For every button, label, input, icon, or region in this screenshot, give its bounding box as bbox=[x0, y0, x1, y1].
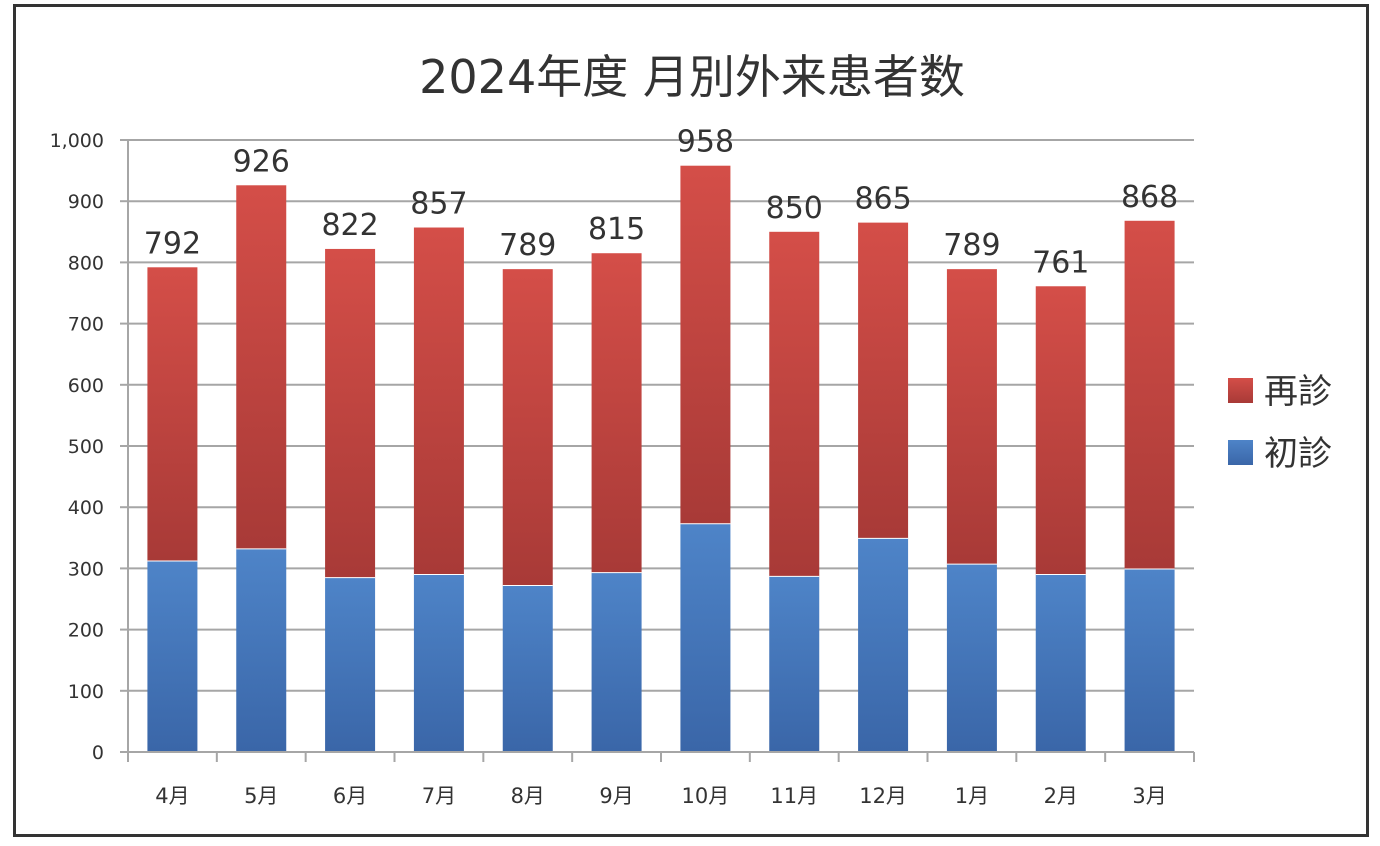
bar-shoshin-2 bbox=[236, 548, 287, 752]
bars-layer bbox=[147, 165, 1175, 752]
y-tick-label: 400 bbox=[68, 497, 104, 519]
total-label: 865 bbox=[854, 182, 911, 217]
total-label: 868 bbox=[1121, 180, 1178, 215]
bar-shoshin-9 bbox=[858, 538, 909, 752]
x-tick-label: 2月 bbox=[1044, 784, 1078, 808]
bar-saishin-11 bbox=[1035, 286, 1086, 575]
total-label: 822 bbox=[321, 208, 378, 243]
x-tick-label: 12月 bbox=[859, 784, 907, 808]
x-tick-label: 10月 bbox=[682, 784, 730, 808]
x-tick-label: 3月 bbox=[1132, 784, 1166, 808]
bar-shoshin-6 bbox=[591, 572, 642, 752]
x-tick-label: 9月 bbox=[599, 784, 633, 808]
bar-shoshin-10 bbox=[946, 564, 997, 752]
bar-shoshin-12 bbox=[1124, 569, 1175, 752]
y-tick-label: 800 bbox=[68, 252, 104, 274]
y-tick-label: 300 bbox=[68, 558, 104, 580]
legend-label: 初診 bbox=[1264, 434, 1332, 474]
y-tick-label: 1,000 bbox=[50, 130, 104, 152]
legend-swatch bbox=[1228, 378, 1253, 403]
y-tick-label: 500 bbox=[68, 436, 104, 458]
bar-shoshin-5 bbox=[502, 585, 553, 752]
bar-saishin-10 bbox=[946, 269, 997, 565]
bar-shoshin-4 bbox=[413, 574, 464, 752]
bar-shoshin-3 bbox=[325, 577, 376, 752]
bar-saishin-12 bbox=[1124, 220, 1175, 570]
y-tick-label: 100 bbox=[68, 681, 104, 703]
total-label: 958 bbox=[677, 125, 734, 160]
total-label: 789 bbox=[499, 228, 556, 263]
y-tick-label: 0 bbox=[92, 742, 104, 764]
bar-saishin-7 bbox=[680, 165, 731, 524]
y-tick-label: 600 bbox=[68, 375, 104, 397]
labels-layer: 792 4月 926 5月 822 6月 857 7月 789 8月 815 9月 958 10月 850 1… bbox=[144, 125, 1178, 808]
total-label: 789 bbox=[943, 228, 1000, 263]
x-tick-label: 1月 bbox=[955, 784, 989, 808]
bar-shoshin-7 bbox=[680, 523, 731, 752]
bar-saishin-1 bbox=[147, 267, 198, 562]
grid-layer bbox=[128, 139, 1194, 692]
bar-saishin-3 bbox=[325, 248, 376, 578]
bar-saishin-2 bbox=[236, 185, 287, 549]
x-tick-label: 11月 bbox=[770, 784, 818, 808]
x-tick-label: 8月 bbox=[511, 784, 545, 808]
total-label: 815 bbox=[588, 212, 645, 247]
bar-saishin-4 bbox=[413, 227, 464, 575]
bar-saishin-5 bbox=[502, 269, 553, 586]
y-tick-label: 200 bbox=[68, 620, 104, 642]
axis-layer: 0 100 200 300 400 500 600 700 800 900 1,000 bbox=[50, 130, 1195, 764]
x-tick-label: 4月 bbox=[155, 784, 189, 808]
x-tick-label: 5月 bbox=[244, 784, 278, 808]
total-label: 850 bbox=[766, 191, 823, 226]
x-tick-label: 7月 bbox=[422, 784, 456, 808]
legend-label: 再診 bbox=[1264, 372, 1332, 412]
legend-swatch bbox=[1228, 440, 1253, 465]
bar-saishin-8 bbox=[769, 231, 820, 577]
bar-saishin-6 bbox=[591, 253, 642, 573]
total-label: 857 bbox=[410, 187, 467, 222]
total-label: 792 bbox=[144, 226, 201, 261]
chart-title: 2024年度 月別外来患者数 bbox=[419, 50, 965, 104]
y-tick-label: 700 bbox=[68, 314, 104, 336]
x-tick-label: 6月 bbox=[333, 784, 367, 808]
bar-saishin-9 bbox=[858, 222, 909, 539]
bar-shoshin-1 bbox=[147, 561, 198, 752]
total-label: 926 bbox=[233, 144, 290, 179]
total-label: 761 bbox=[1032, 245, 1089, 280]
bar-shoshin-11 bbox=[1035, 574, 1086, 752]
bar-shoshin-8 bbox=[769, 576, 820, 752]
y-tick-label: 900 bbox=[68, 191, 104, 213]
